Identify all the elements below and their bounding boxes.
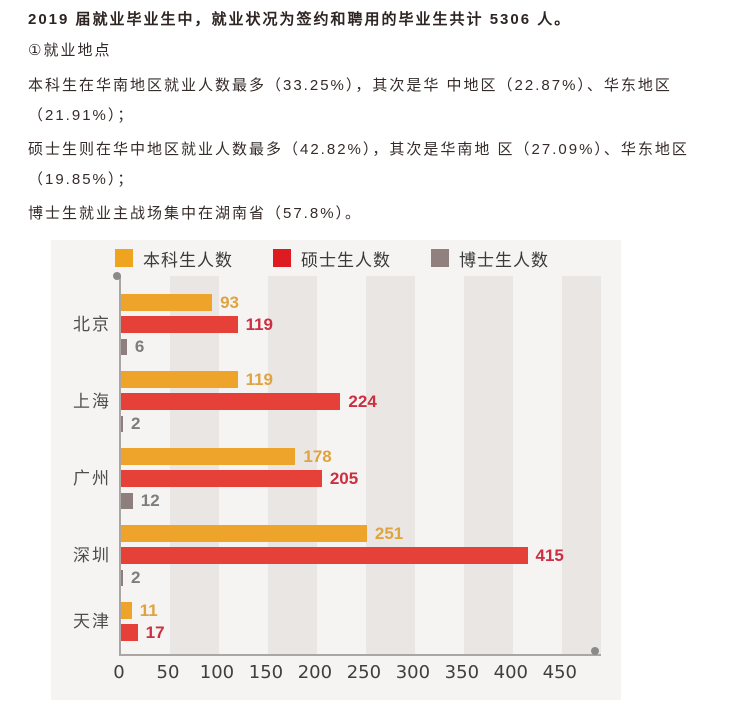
bar-value-label: 178: [303, 447, 332, 466]
legend: 本科生人数 硕士生人数 博士生人数: [51, 246, 621, 270]
bar-row: 11: [121, 602, 158, 619]
x-axis-tick-label: 300: [395, 662, 431, 683]
x-axis-tick-label: 250: [346, 662, 382, 683]
legend-item: 硕士生人数: [273, 246, 391, 271]
legend-item: 博士生人数: [431, 246, 549, 271]
bar-row: 205: [121, 470, 358, 487]
bar-row: 119: [121, 316, 273, 333]
bar: [121, 602, 132, 619]
bar: [121, 569, 123, 586]
bar: [121, 294, 213, 311]
legend-label: 博士生人数: [459, 250, 549, 270]
legend-swatch-icon: [115, 249, 133, 267]
bar: [121, 316, 238, 333]
bar: [121, 470, 322, 487]
x-axis-tick-label: 450: [542, 662, 577, 683]
bar-value-label: 205: [329, 469, 359, 488]
bar-value-label: 6: [134, 337, 145, 356]
bar-value-label: 415: [535, 546, 564, 565]
category-label: 深圳: [73, 545, 111, 565]
bar: [121, 371, 238, 388]
legend-swatch-icon: [273, 249, 291, 267]
document-title: 2019 届就业毕业生中，就业状况为签约和聘用的毕业生共计 5306 人。: [28, 11, 572, 28]
bar-row: 251: [121, 525, 403, 542]
bar: [121, 415, 123, 432]
bar: [121, 547, 528, 564]
x-axis-tick-label: 400: [493, 662, 529, 683]
bar-row: 415: [121, 547, 564, 564]
bar-value-label: 2: [131, 414, 141, 433]
document-text-block: 2019 届就业毕业生中，就业状况为签约和聘用的毕业生共计 5306 人。 ①就…: [0, 0, 734, 229]
bar-value-label: 11: [139, 601, 158, 620]
x-axis-tick-label: 150: [248, 662, 284, 683]
bar-value-label: 2: [131, 568, 141, 587]
bar-row: 2: [121, 415, 140, 432]
bar-row: 178: [121, 448, 332, 465]
bar-value-label: 119: [245, 370, 273, 389]
x-axis-tick-label: 50: [156, 662, 180, 683]
x-axis-tick-label: 0: [113, 662, 125, 683]
bar-value-label: 119: [245, 315, 273, 334]
bar-row: 6: [121, 338, 144, 355]
bar-value-label: 93: [220, 293, 240, 312]
legend-swatch-icon: [431, 249, 449, 267]
bar-value-label: 17: [145, 623, 165, 642]
bar: [121, 393, 341, 410]
bar-row: 17: [121, 624, 165, 641]
legend-label: 本科生人数: [143, 250, 233, 270]
bar-value-label: 224: [348, 392, 377, 411]
bar: [121, 525, 367, 542]
paragraph-bachelor: 本科生在华南地区就业人数最多（33.25%），其次是华 中地区（22.87%）、…: [28, 77, 672, 124]
bar-row: 224: [121, 393, 377, 410]
paragraph-doctor: 博士生就业主战场集中在湖南省（57.8%）。: [28, 205, 363, 222]
x-axis-end-dot: [591, 647, 599, 655]
x-axis: 0 50 100 150 200 250 300 350 400 450: [113, 662, 599, 688]
plot-wrap: 93 119 6 119 224 2 178 205 12 251 415 2 11 17 0 50 100 1…: [51, 272, 621, 691]
bar: [121, 624, 138, 641]
bar: [121, 338, 127, 355]
bar-value-label: 12: [140, 491, 160, 510]
category-label: 上海: [73, 391, 111, 411]
paragraph-master: 硕士生则在华中地区就业人数最多（42.82%），其次是华南地 区（27.09%）…: [28, 141, 689, 188]
y-axis-origin-dot: [113, 272, 121, 280]
employment-city-bar-chart: 本科生人数 硕士生人数 博士生人数 93 119 6 119 224 2 178 205 12 251…: [51, 240, 621, 700]
bar: [121, 448, 296, 465]
bar: [121, 492, 133, 509]
legend-label: 硕士生人数: [301, 250, 391, 270]
bar-row: 119: [121, 371, 273, 388]
x-axis-tick-label: 350: [444, 662, 480, 683]
bar-value-label: 251: [374, 524, 404, 543]
category-label: 广州: [73, 468, 111, 488]
category-label: 北京: [73, 314, 111, 334]
bar-row: 93: [121, 294, 239, 311]
category-label: 天津: [73, 611, 111, 631]
section-label: ①就业地点: [28, 42, 112, 59]
plot-area: 93 119 6 119 224 2 178 205 12 251 415 2 11 17: [119, 276, 601, 656]
legend-item: 本科生人数: [115, 246, 233, 271]
x-axis-tick-label: 200: [297, 662, 333, 683]
x-axis-tick-label: 100: [199, 662, 235, 683]
bar-row: 12: [121, 492, 160, 509]
bar-row: 2: [121, 569, 140, 586]
